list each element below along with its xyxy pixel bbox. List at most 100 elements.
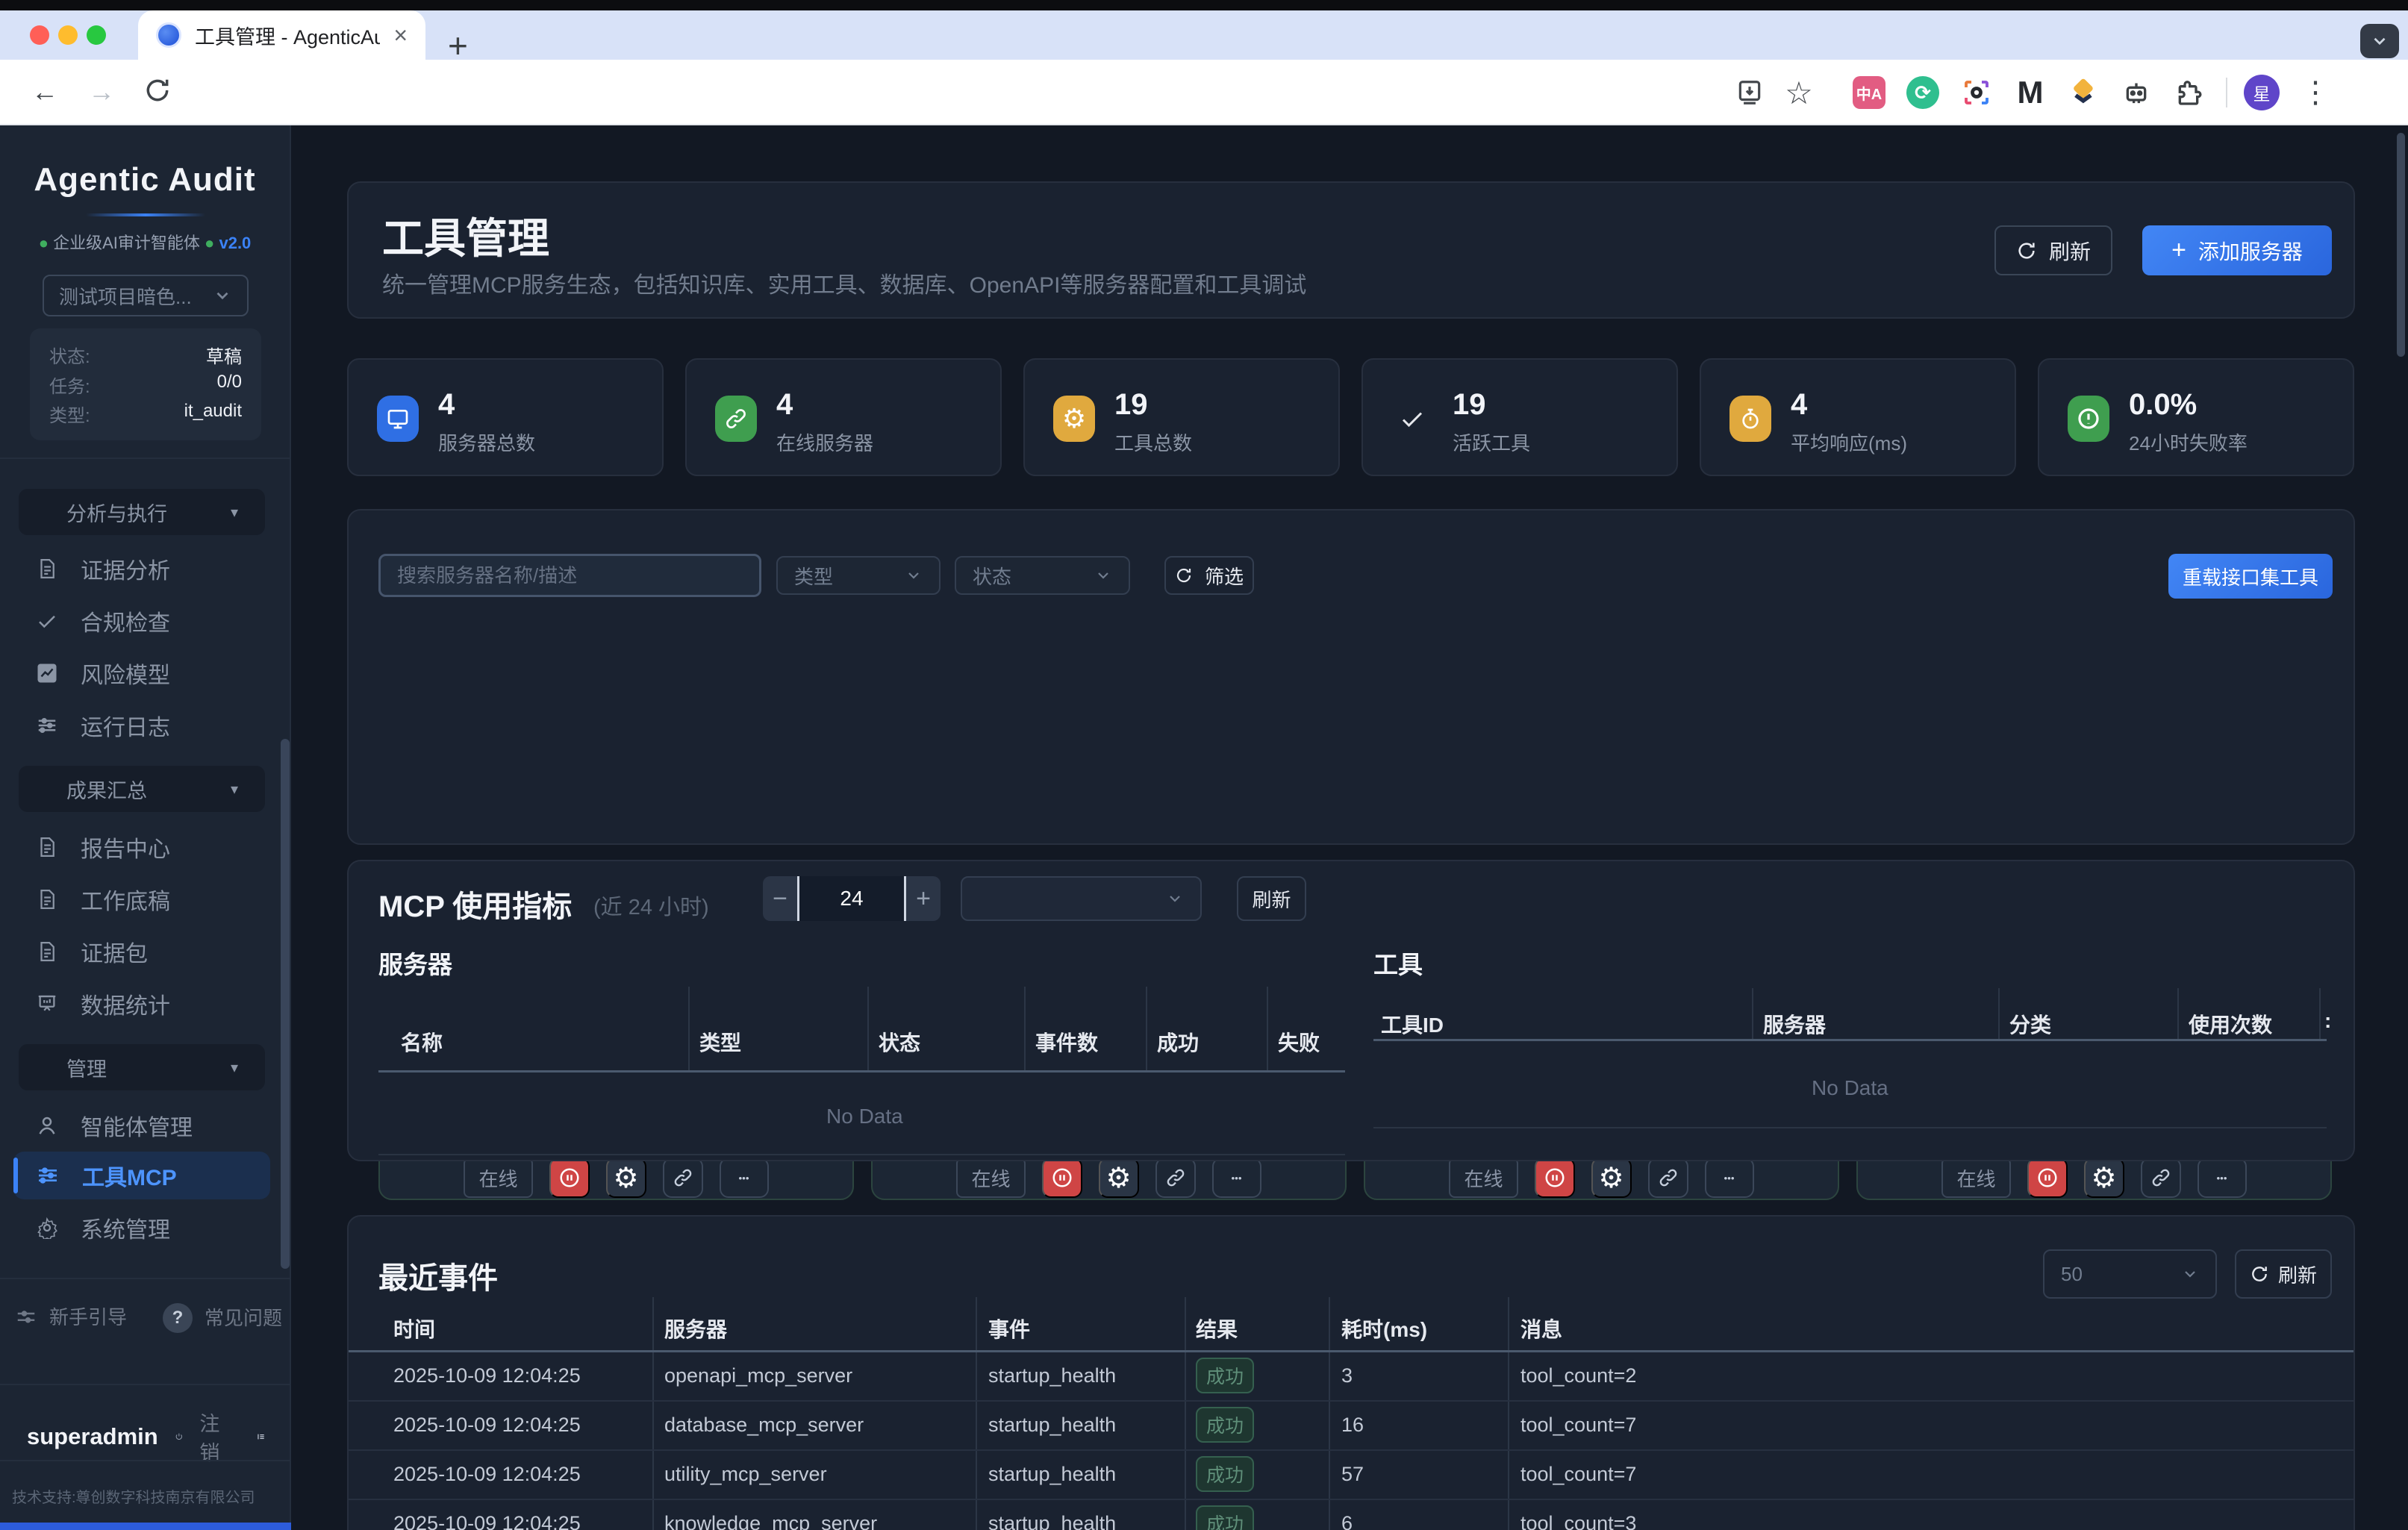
- page-scrollbar[interactable]: [2397, 133, 2405, 357]
- sidebar-item-run-logs[interactable]: 运行日志: [36, 703, 260, 748]
- filter-button[interactable]: 筛选: [1164, 556, 1254, 595]
- tab-close-icon[interactable]: ×: [393, 21, 408, 49]
- profile-avatar[interactable]: 星: [2244, 75, 2280, 110]
- guide-link[interactable]: 新手引导: [15, 1303, 134, 1331]
- search-input[interactable]: [397, 563, 743, 587]
- sidebar-item-data-statistics[interactable]: 数据统计: [36, 981, 260, 1026]
- tool-table-empty: No Data: [1812, 1076, 1888, 1099]
- pause-button[interactable]: [549, 1158, 590, 1198]
- column-separator: [2177, 988, 2179, 1039]
- robot-extension-icon[interactable]: [2120, 76, 2153, 109]
- result-badge: 成功: [1196, 1358, 1254, 1393]
- reload-openapi-tools-button[interactable]: 重载接口集工具: [2168, 554, 2333, 599]
- back-icon[interactable]: ←: [31, 76, 58, 107]
- browser-menu-icon[interactable]: ⋮: [2301, 76, 2330, 109]
- screenshot-extension-icon[interactable]: [1960, 76, 1993, 109]
- link-button[interactable]: [2140, 1158, 2181, 1198]
- sidebar-item-evidence-analysis[interactable]: 证据分析: [36, 546, 260, 591]
- link-button[interactable]: [1647, 1158, 1688, 1198]
- stat-card-total-servers: 4 服务器总数: [347, 358, 664, 476]
- event-name: startup_health: [988, 1414, 1117, 1436]
- chevron-down-icon: [1098, 572, 1108, 579]
- section-results[interactable]: 成果汇总 ▾: [19, 766, 265, 812]
- bookmark-star-icon[interactable]: ☆: [1785, 75, 1813, 110]
- sidebar-item-report-center[interactable]: 报告中心: [36, 825, 260, 869]
- translate-extension-icon[interactable]: 中A: [1853, 76, 1885, 109]
- result-badge: 成功: [1196, 1456, 1254, 1492]
- pause-button[interactable]: [1041, 1158, 1082, 1198]
- metrics-refresh-button[interactable]: 刷新: [1237, 876, 1306, 921]
- brand-title: Agentic Audit: [34, 161, 256, 198]
- window-zoom-button[interactable]: [87, 25, 106, 45]
- event-server: openapi_mcp_server: [664, 1364, 853, 1387]
- section-analysis[interactable]: 分析与执行 ▾: [19, 489, 265, 535]
- link-button[interactable]: [662, 1158, 703, 1198]
- faq-link[interactable]: ? 常见问题: [163, 1303, 282, 1333]
- column-header: 结果: [1196, 1318, 1238, 1341]
- more-button[interactable]: •••: [1211, 1158, 1261, 1198]
- extensions-puzzle-icon[interactable]: [2172, 76, 2205, 109]
- hours-input[interactable]: [799, 876, 904, 921]
- more-button[interactable]: •••: [2197, 1158, 2247, 1198]
- logout-link[interactable]: 注销: [199, 1413, 220, 1464]
- refresh-button[interactable]: 刷新: [1994, 225, 2112, 275]
- username: superadmin: [27, 1423, 158, 1449]
- pause-button[interactable]: [1534, 1158, 1575, 1198]
- pause-button[interactable]: [2027, 1158, 2068, 1198]
- stepper-plus-button[interactable]: +: [916, 884, 931, 913]
- brand-tagline: ● 企业级AI审计智能体 ● v2.0: [38, 234, 252, 252]
- tool-table-title: 工具: [1373, 951, 1423, 978]
- forward-icon[interactable]: →: [88, 76, 115, 107]
- collapse-menu-icon[interactable]: [257, 1426, 266, 1448]
- column-header: 时间: [393, 1318, 436, 1341]
- server-search[interactable]: [378, 554, 761, 597]
- sidebar-item-tools-mcp[interactable]: 工具MCP: [13, 1152, 270, 1199]
- column-separator: [1024, 987, 1026, 1070]
- sidebar-item-risk-model[interactable]: 风险模型: [36, 651, 260, 696]
- sidebar-item-agent-management[interactable]: 智能体管理: [36, 1103, 260, 1148]
- link-icon: [2152, 1169, 2169, 1187]
- hours-stepper[interactable]: − +: [763, 876, 941, 921]
- m-extension-icon[interactable]: M: [2017, 75, 2044, 110]
- settings-button[interactable]: ⚙: [1098, 1158, 1139, 1198]
- install-app-icon[interactable]: [1733, 76, 1766, 109]
- tab-overview-button[interactable]: [2360, 24, 2399, 58]
- column-header: 失败: [1278, 1031, 1320, 1055]
- events-refresh-button[interactable]: 刷新: [2235, 1249, 2332, 1299]
- type-select[interactable]: 类型: [776, 556, 941, 595]
- sidebar-divider: [0, 458, 290, 459]
- window-minimize-button[interactable]: [58, 25, 78, 45]
- settings-button[interactable]: ⚙: [605, 1158, 646, 1198]
- sidebar-item-evidence-package[interactable]: 证据包: [36, 929, 260, 974]
- status-select[interactable]: 状态: [955, 556, 1130, 595]
- settings-button[interactable]: ⚙: [2083, 1158, 2124, 1198]
- result-badge: 成功: [1196, 1505, 1254, 1530]
- more-button[interactable]: •••: [1704, 1158, 1754, 1198]
- reload-icon[interactable]: [143, 76, 172, 111]
- new-tab-button[interactable]: +: [448, 26, 468, 65]
- sidebar-item-working-papers[interactable]: 工作底稿: [36, 877, 260, 922]
- green-extension-icon[interactable]: ⟳: [1906, 76, 1939, 109]
- column-header: 分类: [2009, 1014, 2052, 1037]
- diamond-extension-icon[interactable]: [2066, 76, 2099, 109]
- power-icon[interactable]: [175, 1426, 184, 1448]
- sidebar-scrollbar[interactable]: [281, 739, 290, 1269]
- project-select[interactable]: 测试项目暗色...: [43, 275, 249, 316]
- column-separator: [976, 1297, 977, 1530]
- sidebar-item-system-management[interactable]: 系统管理: [36, 1205, 260, 1250]
- window-close-button[interactable]: [30, 25, 49, 45]
- column-header: 服务器: [1763, 1014, 1827, 1037]
- pause-circle-icon: [1052, 1168, 1071, 1187]
- page-size-select[interactable]: 50: [2043, 1249, 2217, 1299]
- link-button[interactable]: [1155, 1158, 1196, 1198]
- section-management[interactable]: 管理 ▾: [19, 1044, 265, 1090]
- metrics-select[interactable]: [961, 876, 1202, 921]
- settings-button[interactable]: ⚙: [1591, 1158, 1632, 1198]
- stat-card-failure-rate: 0.0% 24小时失败率: [2038, 358, 2354, 476]
- stepper-minus-button[interactable]: −: [773, 884, 787, 913]
- sidebar-item-compliance-check[interactable]: 合规检查: [36, 599, 260, 643]
- add-server-button[interactable]: + 添加服务器: [2142, 225, 2332, 275]
- more-button[interactable]: •••: [719, 1158, 769, 1198]
